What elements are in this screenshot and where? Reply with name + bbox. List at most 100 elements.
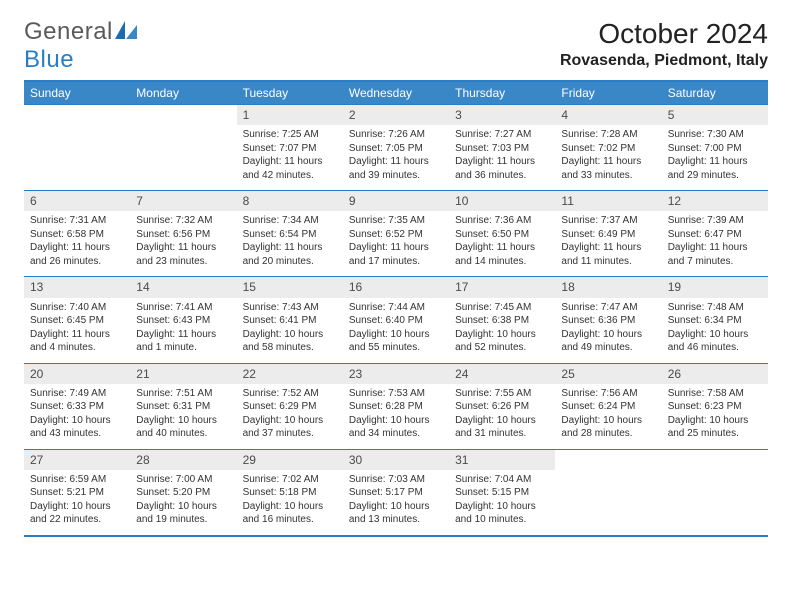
- sunrise-text: Sunrise: 7:02 AM: [243, 473, 337, 487]
- day-number: 6: [24, 191, 130, 211]
- sunset-text: Sunset: 6:41 PM: [243, 314, 337, 328]
- daylight-text: Daylight: 11 hours and 7 minutes.: [668, 241, 762, 268]
- day-body: Sunrise: 7:32 AMSunset: 6:56 PMDaylight:…: [130, 211, 236, 276]
- sunrise-text: Sunrise: 7:36 AM: [455, 214, 549, 228]
- sunset-text: Sunset: 6:31 PM: [136, 400, 230, 414]
- calendar-day-cell: 7Sunrise: 7:32 AMSunset: 6:56 PMDaylight…: [130, 191, 236, 277]
- daylight-text: Daylight: 10 hours and 37 minutes.: [243, 414, 337, 441]
- calendar-day-cell: 18Sunrise: 7:47 AMSunset: 6:36 PMDayligh…: [555, 277, 661, 363]
- sunrise-text: Sunrise: 7:40 AM: [30, 301, 124, 315]
- calendar-day-cell: 22Sunrise: 7:52 AMSunset: 6:29 PMDayligh…: [237, 363, 343, 449]
- calendar-week-row: 27Sunrise: 6:59 AMSunset: 5:21 PMDayligh…: [24, 449, 768, 536]
- calendar-empty-cell: .: [662, 449, 768, 536]
- day-body: Sunrise: 7:44 AMSunset: 6:40 PMDaylight:…: [343, 298, 449, 363]
- location-subtitle: Rovasenda, Piedmont, Italy: [560, 52, 768, 70]
- sunrise-text: Sunrise: 7:43 AM: [243, 301, 337, 315]
- day-body: Sunrise: 7:36 AMSunset: 6:50 PMDaylight:…: [449, 211, 555, 276]
- daylight-text: Daylight: 11 hours and 1 minute.: [136, 328, 230, 355]
- daylight-text: Daylight: 11 hours and 39 minutes.: [349, 155, 443, 182]
- day-number: 8: [237, 191, 343, 211]
- daylight-text: Daylight: 10 hours and 58 minutes.: [243, 328, 337, 355]
- calendar-day-cell: 28Sunrise: 7:00 AMSunset: 5:20 PMDayligh…: [130, 449, 236, 536]
- day-body: [24, 125, 130, 187]
- calendar-empty-cell: .: [130, 105, 236, 191]
- brand-word1: General: [24, 18, 113, 45]
- sunrise-text: Sunrise: 7:25 AM: [243, 128, 337, 142]
- calendar-body: ..1Sunrise: 7:25 AMSunset: 7:07 PMDaylig…: [24, 105, 768, 536]
- weekday-header: Saturday: [662, 81, 768, 105]
- sunset-text: Sunset: 6:49 PM: [561, 228, 655, 242]
- sunrise-text: Sunrise: 7:44 AM: [349, 301, 443, 315]
- sunrise-text: Sunrise: 7:47 AM: [561, 301, 655, 315]
- daylight-text: Daylight: 11 hours and 33 minutes.: [561, 155, 655, 182]
- day-body: [555, 470, 661, 532]
- day-number: 2: [343, 105, 449, 125]
- day-number: 26: [662, 364, 768, 384]
- day-number: 20: [24, 364, 130, 384]
- calendar-day-cell: 4Sunrise: 7:28 AMSunset: 7:02 PMDaylight…: [555, 105, 661, 191]
- calendar-day-cell: 23Sunrise: 7:53 AMSunset: 6:28 PMDayligh…: [343, 363, 449, 449]
- sunset-text: Sunset: 7:02 PM: [561, 142, 655, 156]
- day-number: 22: [237, 364, 343, 384]
- calendar-day-cell: 1Sunrise: 7:25 AMSunset: 7:07 PMDaylight…: [237, 105, 343, 191]
- calendar-day-cell: 14Sunrise: 7:41 AMSunset: 6:43 PMDayligh…: [130, 277, 236, 363]
- daylight-text: Daylight: 11 hours and 20 minutes.: [243, 241, 337, 268]
- day-body: Sunrise: 7:47 AMSunset: 6:36 PMDaylight:…: [555, 298, 661, 363]
- sunrise-text: Sunrise: 7:58 AM: [668, 387, 762, 401]
- page-title: October 2024: [560, 18, 768, 50]
- sunrise-text: Sunrise: 6:59 AM: [30, 473, 124, 487]
- day-body: Sunrise: 7:51 AMSunset: 6:31 PMDaylight:…: [130, 384, 236, 449]
- sunset-text: Sunset: 6:43 PM: [136, 314, 230, 328]
- day-body: Sunrise: 7:49 AMSunset: 6:33 PMDaylight:…: [24, 384, 130, 449]
- calendar-day-cell: 12Sunrise: 7:39 AMSunset: 6:47 PMDayligh…: [662, 191, 768, 277]
- day-body: Sunrise: 7:28 AMSunset: 7:02 PMDaylight:…: [555, 125, 661, 190]
- day-body: Sunrise: 7:04 AMSunset: 5:15 PMDaylight:…: [449, 470, 555, 535]
- day-number: 27: [24, 450, 130, 470]
- daylight-text: Daylight: 11 hours and 23 minutes.: [136, 241, 230, 268]
- sunset-text: Sunset: 6:29 PM: [243, 400, 337, 414]
- daylight-text: Daylight: 11 hours and 42 minutes.: [243, 155, 337, 182]
- daylight-text: Daylight: 11 hours and 36 minutes.: [455, 155, 549, 182]
- day-body: Sunrise: 7:45 AMSunset: 6:38 PMDaylight:…: [449, 298, 555, 363]
- day-number: 12: [662, 191, 768, 211]
- sunrise-text: Sunrise: 7:52 AM: [243, 387, 337, 401]
- day-body: Sunrise: 7:39 AMSunset: 6:47 PMDaylight:…: [662, 211, 768, 276]
- sunrise-text: Sunrise: 7:34 AM: [243, 214, 337, 228]
- daylight-text: Daylight: 11 hours and 29 minutes.: [668, 155, 762, 182]
- daylight-text: Daylight: 10 hours and 10 minutes.: [455, 500, 549, 527]
- calendar-day-cell: 26Sunrise: 7:58 AMSunset: 6:23 PMDayligh…: [662, 363, 768, 449]
- sunset-text: Sunset: 5:17 PM: [349, 486, 443, 500]
- calendar-day-cell: 11Sunrise: 7:37 AMSunset: 6:49 PMDayligh…: [555, 191, 661, 277]
- sunrise-text: Sunrise: 7:49 AM: [30, 387, 124, 401]
- sunrise-text: Sunrise: 7:00 AM: [136, 473, 230, 487]
- sunrise-text: Sunrise: 7:03 AM: [349, 473, 443, 487]
- daylight-text: Daylight: 11 hours and 11 minutes.: [561, 241, 655, 268]
- day-body: Sunrise: 7:52 AMSunset: 6:29 PMDaylight:…: [237, 384, 343, 449]
- sunset-text: Sunset: 7:05 PM: [349, 142, 443, 156]
- daylight-text: Daylight: 10 hours and 13 minutes.: [349, 500, 443, 527]
- sunset-text: Sunset: 6:34 PM: [668, 314, 762, 328]
- daylight-text: Daylight: 10 hours and 55 minutes.: [349, 328, 443, 355]
- day-body: Sunrise: 7:26 AMSunset: 7:05 PMDaylight:…: [343, 125, 449, 190]
- day-number: 25: [555, 364, 661, 384]
- daylight-text: Daylight: 10 hours and 19 minutes.: [136, 500, 230, 527]
- day-body: Sunrise: 6:59 AMSunset: 5:21 PMDaylight:…: [24, 470, 130, 535]
- sunset-text: Sunset: 6:36 PM: [561, 314, 655, 328]
- day-body: Sunrise: 7:43 AMSunset: 6:41 PMDaylight:…: [237, 298, 343, 363]
- day-number: 16: [343, 277, 449, 297]
- calendar-day-cell: 8Sunrise: 7:34 AMSunset: 6:54 PMDaylight…: [237, 191, 343, 277]
- sunrise-text: Sunrise: 7:45 AM: [455, 301, 549, 315]
- day-number: 13: [24, 277, 130, 297]
- day-number: 14: [130, 277, 236, 297]
- calendar-day-cell: 16Sunrise: 7:44 AMSunset: 6:40 PMDayligh…: [343, 277, 449, 363]
- calendar-empty-cell: .: [555, 449, 661, 536]
- calendar-empty-cell: .: [24, 105, 130, 191]
- sunrise-text: Sunrise: 7:28 AM: [561, 128, 655, 142]
- sunset-text: Sunset: 6:24 PM: [561, 400, 655, 414]
- day-body: Sunrise: 7:41 AMSunset: 6:43 PMDaylight:…: [130, 298, 236, 363]
- sunrise-text: Sunrise: 7:37 AM: [561, 214, 655, 228]
- sunset-text: Sunset: 6:47 PM: [668, 228, 762, 242]
- sunset-text: Sunset: 6:58 PM: [30, 228, 124, 242]
- calendar-day-cell: 19Sunrise: 7:48 AMSunset: 6:34 PMDayligh…: [662, 277, 768, 363]
- calendar-table: SundayMondayTuesdayWednesdayThursdayFrid…: [24, 80, 768, 537]
